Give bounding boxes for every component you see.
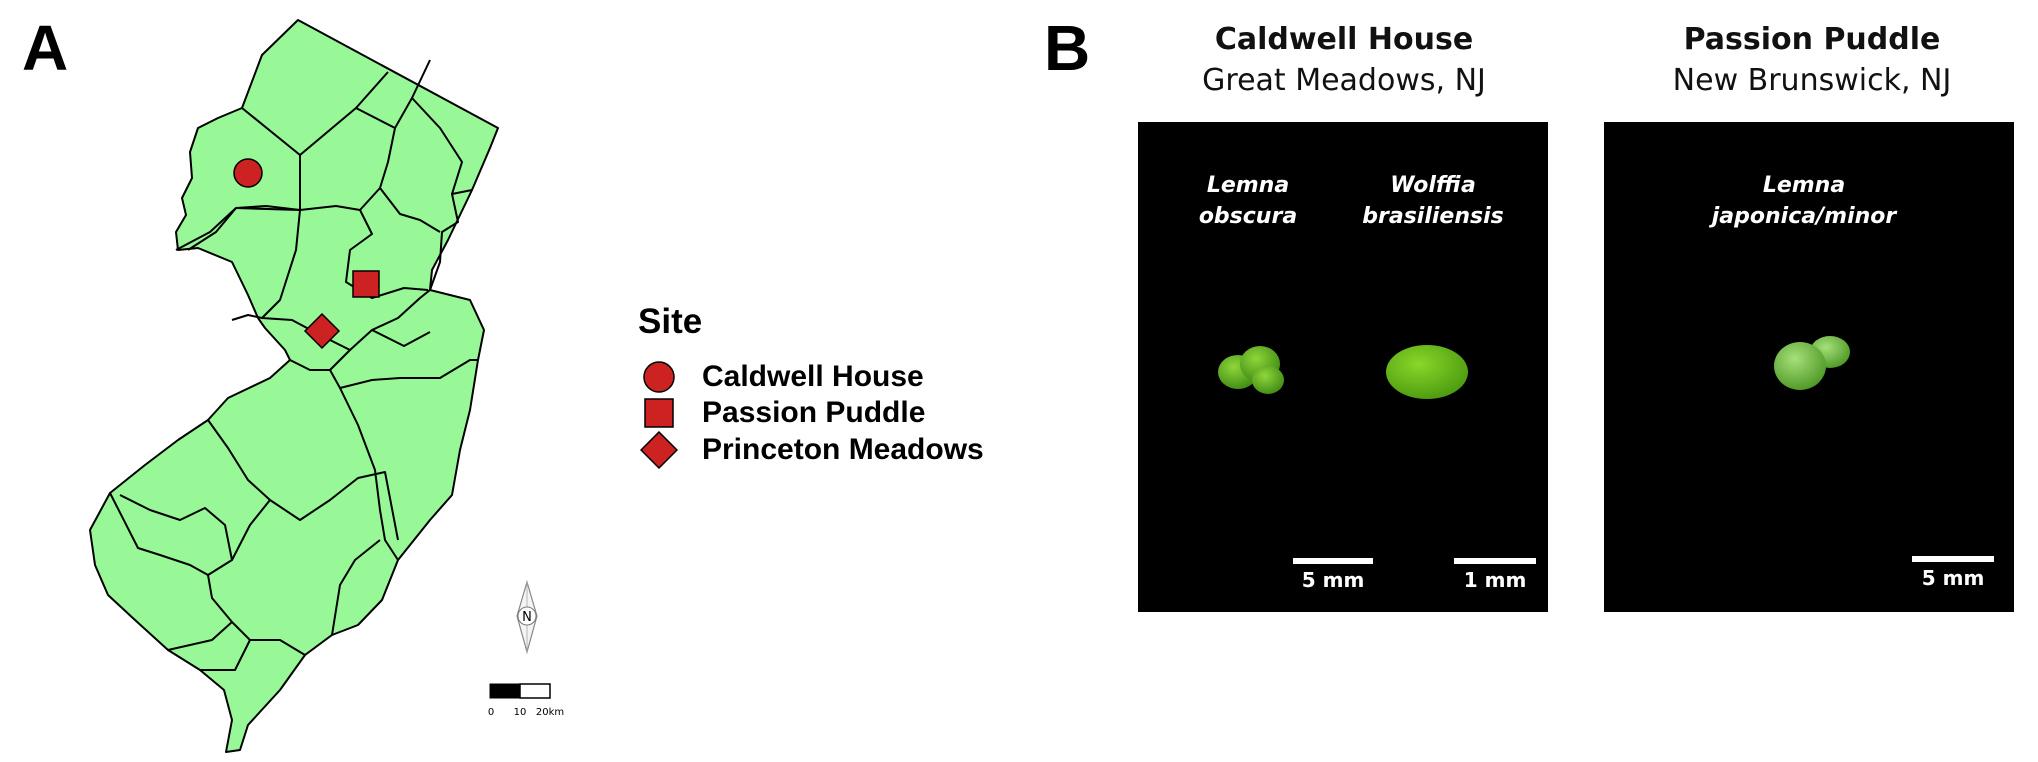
legend-title: Site — [638, 302, 703, 341]
wolffia-brasiliensis-specimen — [1386, 345, 1468, 399]
species-label-wolffia-brasiliensis: Wolffia brasiliensis — [1348, 170, 1518, 232]
lemna-obscura-specimen — [1218, 346, 1284, 394]
legend-label: Caldwell House — [702, 360, 924, 393]
photo-passion-puddle: Lemna japonica/minor 5 mm — [1604, 122, 2014, 612]
species-epithet: brasiliensis — [1362, 204, 1504, 229]
species-label-lemna-japonica-minor: Lemna japonica/minor — [1694, 170, 1914, 232]
legend-label: Passion Puddle — [702, 396, 926, 429]
legend-entry-passion-puddle: Passion Puddle — [640, 394, 925, 432]
scale-bar-5mm: 5 mm — [1288, 558, 1378, 592]
scale-bar: 0 10 20km — [488, 683, 564, 718]
site-location: Great Meadows, NJ — [1202, 63, 1486, 98]
scale-bar-label-10: 10 — [514, 707, 527, 718]
site-header-passion-puddle: Passion Puddle New Brunswick, NJ — [1592, 22, 2032, 98]
scale-bar-label-20: 20km — [536, 707, 564, 718]
species-genus: Lemna — [1206, 173, 1290, 198]
panel-letter-b: B — [1044, 12, 1091, 84]
caldwell-house-marker — [233, 158, 263, 188]
scale-bar-line — [1454, 558, 1536, 564]
species-genus: Wolffia — [1390, 173, 1476, 198]
scale-label: 5 mm — [1921, 566, 1985, 590]
princeton-meadows-marker — [303, 312, 341, 350]
site-name: Caldwell House — [1214, 22, 1474, 57]
scale-label: 1 mm — [1463, 568, 1527, 592]
nj-county-map: N 0 10 20km — [89, 19, 564, 753]
legend-label: Princeton Meadows — [702, 433, 984, 466]
passion-puddle-marker — [352, 270, 380, 298]
site-location: New Brunswick, NJ — [1672, 63, 1952, 98]
legend-entry-princeton-meadows: Princeton Meadows — [640, 431, 984, 469]
species-epithet: obscura — [1198, 204, 1298, 229]
diamond-marker-icon — [640, 431, 678, 469]
scale-bar-line — [1293, 558, 1373, 564]
scale-bar-1mm: 1 mm — [1450, 558, 1540, 592]
state-outline — [89, 19, 499, 753]
county-borders — [109, 59, 478, 671]
site-name: Passion Puddle — [1683, 22, 1941, 57]
site-header-caldwell-house: Caldwell House Great Meadows, NJ — [1124, 22, 1564, 98]
photo-caldwell-house: Lemna obscura Wolffia brasiliensis 5 mm — [1138, 122, 1548, 612]
scale-label: 5 mm — [1301, 568, 1365, 592]
circle-marker-icon — [643, 361, 675, 393]
species-label-lemna-obscura: Lemna obscura — [1178, 170, 1318, 232]
north-arrow-icon: N — [516, 579, 538, 655]
scale-bar-label-0: 0 — [488, 707, 494, 718]
species-genus: Lemna — [1762, 173, 1846, 198]
scale-bar-line — [1912, 556, 1994, 562]
scale-bar-5mm: 5 mm — [1908, 556, 1998, 590]
panel-letter-a: A — [22, 12, 69, 84]
species-epithet: japonica/minor — [1711, 204, 1897, 229]
square-marker-icon — [644, 398, 674, 428]
lemna-japonica-minor-specimen — [1774, 336, 1850, 390]
north-arrow-label: N — [522, 610, 532, 625]
legend-entry-caldwell-house: Caldwell House — [640, 358, 924, 396]
